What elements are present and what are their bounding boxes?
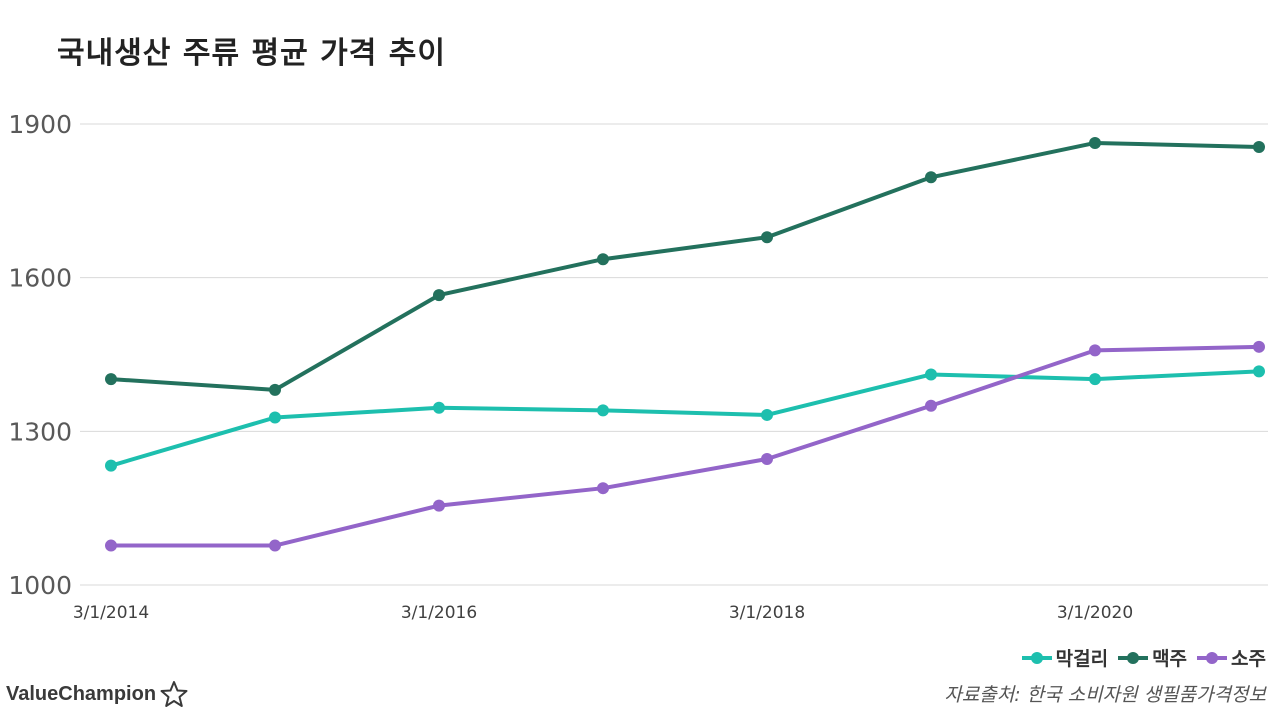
- brand-name: ValueChampion: [6, 682, 157, 705]
- data-point: [433, 499, 445, 512]
- x-tick-label: 3/1/2020: [1057, 603, 1133, 623]
- data-point: [1253, 141, 1265, 154]
- data-point: [433, 289, 445, 302]
- data-point: [1253, 340, 1265, 353]
- series-line: [109, 140, 1261, 392]
- legend-item: 맥주: [1118, 644, 1187, 671]
- data-point: [105, 459, 117, 472]
- data-point: [925, 368, 937, 381]
- data-point: [761, 408, 773, 421]
- legend-swatch: [1021, 651, 1052, 664]
- series-group: [105, 136, 1265, 552]
- data-point: [433, 401, 445, 414]
- data-point: [105, 539, 117, 552]
- data-point: [269, 539, 281, 552]
- y-tick-label: 1900: [8, 110, 72, 139]
- series-line: [109, 344, 1261, 548]
- series-line: [109, 369, 1261, 468]
- series-2: [105, 136, 1265, 396]
- y-axis-ticks: 1000 1300 1600 1900: [8, 110, 72, 600]
- legend-swatch: [1197, 651, 1228, 664]
- x-axis-ticks: 3/1/2014 3/1/2016 3/1/2018 3/1/2020: [73, 603, 1133, 623]
- data-point: [597, 482, 609, 495]
- legend-label: 막걸리: [1055, 648, 1109, 670]
- data-point: [761, 231, 773, 244]
- brand-logo: ValueChampion: [6, 680, 189, 708]
- gridlines: [80, 123, 1268, 586]
- star-outline-icon: [160, 681, 188, 707]
- y-tick-label: 1600: [8, 264, 72, 293]
- series-1: [105, 365, 1265, 472]
- legend: 막걸리 맥주 소주: [1021, 644, 1266, 671]
- source-note: 자료출처: 한국 소비자원 생필품가격정보: [944, 684, 1266, 706]
- data-point: [597, 404, 609, 417]
- data-point: [1089, 373, 1101, 386]
- data-point: [269, 411, 281, 424]
- legend-label: 소주: [1231, 648, 1266, 670]
- legend-swatch: [1118, 651, 1149, 664]
- legend-item: 막걸리: [1021, 644, 1109, 671]
- y-tick-label: 1300: [8, 417, 72, 446]
- data-point: [925, 399, 937, 412]
- data-point: [597, 253, 609, 266]
- x-tick-label: 3/1/2014: [73, 603, 149, 623]
- chart-title: 국내생산 주류 평균 가격 추이: [57, 36, 446, 71]
- data-point: [1089, 136, 1101, 149]
- x-tick-label: 3/1/2016: [401, 603, 477, 623]
- legend-item: 소주: [1197, 644, 1266, 671]
- x-tick-label: 3/1/2018: [729, 603, 805, 623]
- legend-label: 맥주: [1152, 648, 1188, 670]
- data-point: [1089, 344, 1101, 357]
- y-tick-label: 1000: [8, 571, 72, 600]
- data-point: [761, 452, 773, 465]
- data-point: [269, 383, 281, 396]
- data-point: [925, 171, 937, 184]
- data-point: [1253, 365, 1265, 378]
- series-3: [105, 340, 1265, 552]
- data-point: [105, 373, 117, 386]
